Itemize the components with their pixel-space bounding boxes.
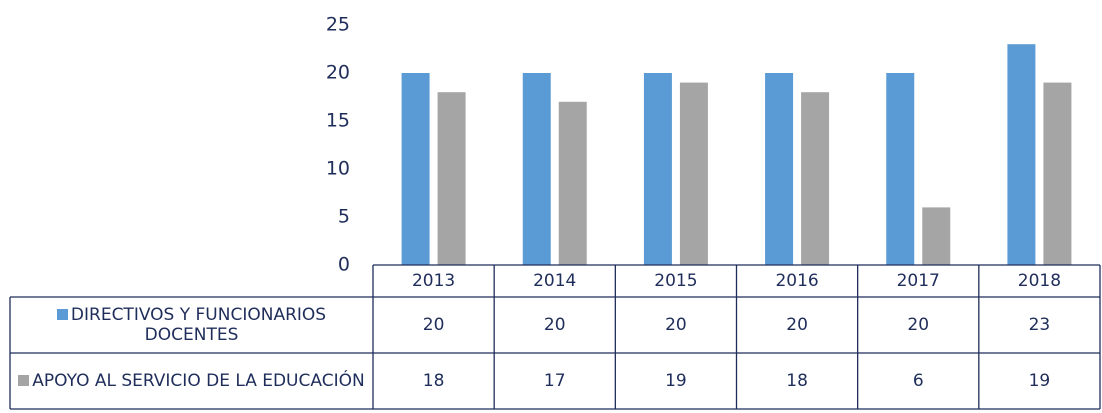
bar [1007,44,1036,266]
table-value: 23 [1028,315,1051,335]
legend-label-box: APOYO AL SERVICIO DE LA EDUCACIÓN [18,371,365,391]
bar [522,73,551,265]
y-tick-label: 0 [338,254,350,276]
legend-label-box: DIRECTIVOS Y FUNCIONARIOS DOCENTES [16,305,367,345]
legend-swatch [18,375,30,386]
bar [1043,82,1072,265]
y-tick-label: 25 [326,14,350,36]
table-value: 20 [543,315,566,335]
x-tick-label: 2013 [411,271,456,291]
y-tick-label: 20 [326,62,350,84]
y-tick-label: 15 [326,110,350,132]
bar [765,73,794,265]
table-value: 17 [543,371,566,391]
table-value: 20 [907,315,930,335]
bar [801,92,830,265]
x-tick-label: 2016 [775,271,819,291]
bar [679,82,708,265]
x-tick-label: 2018 [1017,271,1062,291]
table-value: 18 [786,371,808,391]
bar [558,101,587,265]
x-tick-label: 2014 [533,271,577,291]
table-value: 20 [786,315,808,335]
table-value: 20 [422,315,445,335]
bar [886,73,915,265]
table-value: 6 [912,371,924,391]
table-value: 19 [1028,371,1051,391]
table-value: 19 [665,371,687,391]
bar [643,73,672,265]
y-tick-label: 10 [326,158,350,180]
x-tick-label: 2017 [896,271,940,291]
bar [922,207,951,265]
y-tick-label: 5 [338,206,350,228]
bar [437,92,466,265]
x-tick-label: 2015 [654,271,698,291]
bar [401,73,430,265]
legend-entry: APOYO AL SERVICIO DE LA EDUCACIÓN [12,353,371,409]
table-value: 20 [665,315,687,335]
legend-label: APOYO AL SERVICIO DE LA EDUCACIÓN [32,371,365,391]
legend-swatch [56,309,68,320]
legend-label: DIRECTIVOS Y FUNCIONARIOS DOCENTES [70,305,327,345]
table-value: 18 [422,371,445,391]
legend-entry: DIRECTIVOS Y FUNCIONARIOS DOCENTES [12,297,371,353]
